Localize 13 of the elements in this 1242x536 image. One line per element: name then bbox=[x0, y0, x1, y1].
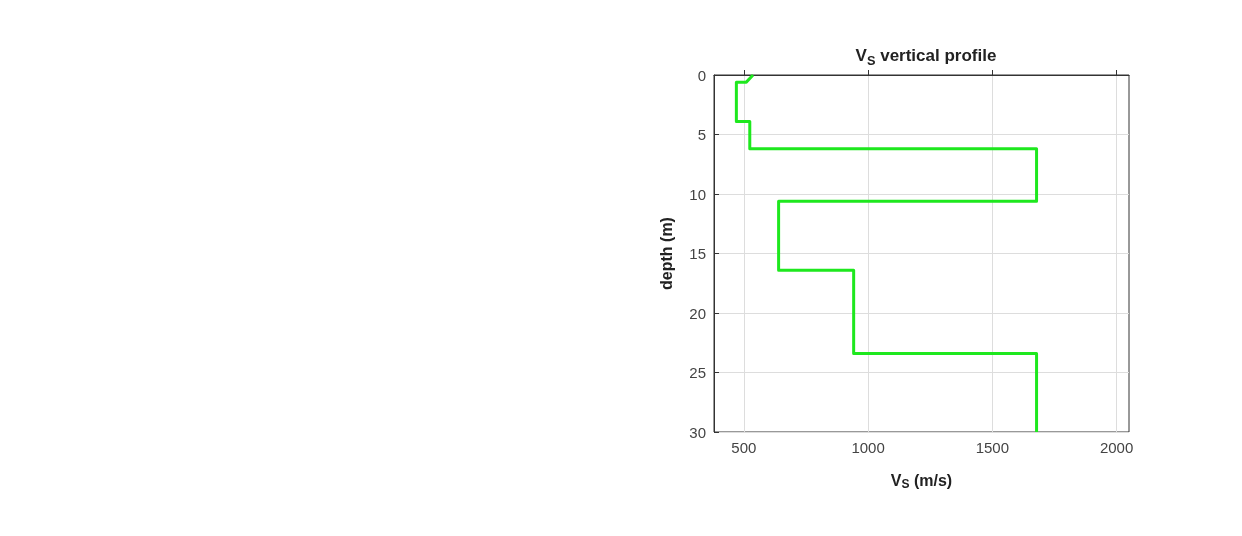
x-tick-label: 500 bbox=[731, 439, 757, 456]
x-tick-label: 1500 bbox=[975, 439, 1010, 456]
y-tick-label: 30 bbox=[689, 423, 706, 441]
y-tick-label: 20 bbox=[689, 304, 706, 322]
y-tick-label: 15 bbox=[689, 245, 706, 262]
y-tick-label: 5 bbox=[697, 126, 706, 143]
x-tick-label: 2000 bbox=[1099, 439, 1134, 456]
y-tick-label: 10 bbox=[689, 185, 706, 203]
y-tick-label: 25 bbox=[689, 364, 706, 381]
y-tick-label: 0 bbox=[697, 66, 706, 84]
y-axis-title: depth (m) bbox=[657, 217, 675, 290]
line-series bbox=[734, 73, 1039, 434]
x-tick-label: 1000 bbox=[851, 439, 885, 456]
